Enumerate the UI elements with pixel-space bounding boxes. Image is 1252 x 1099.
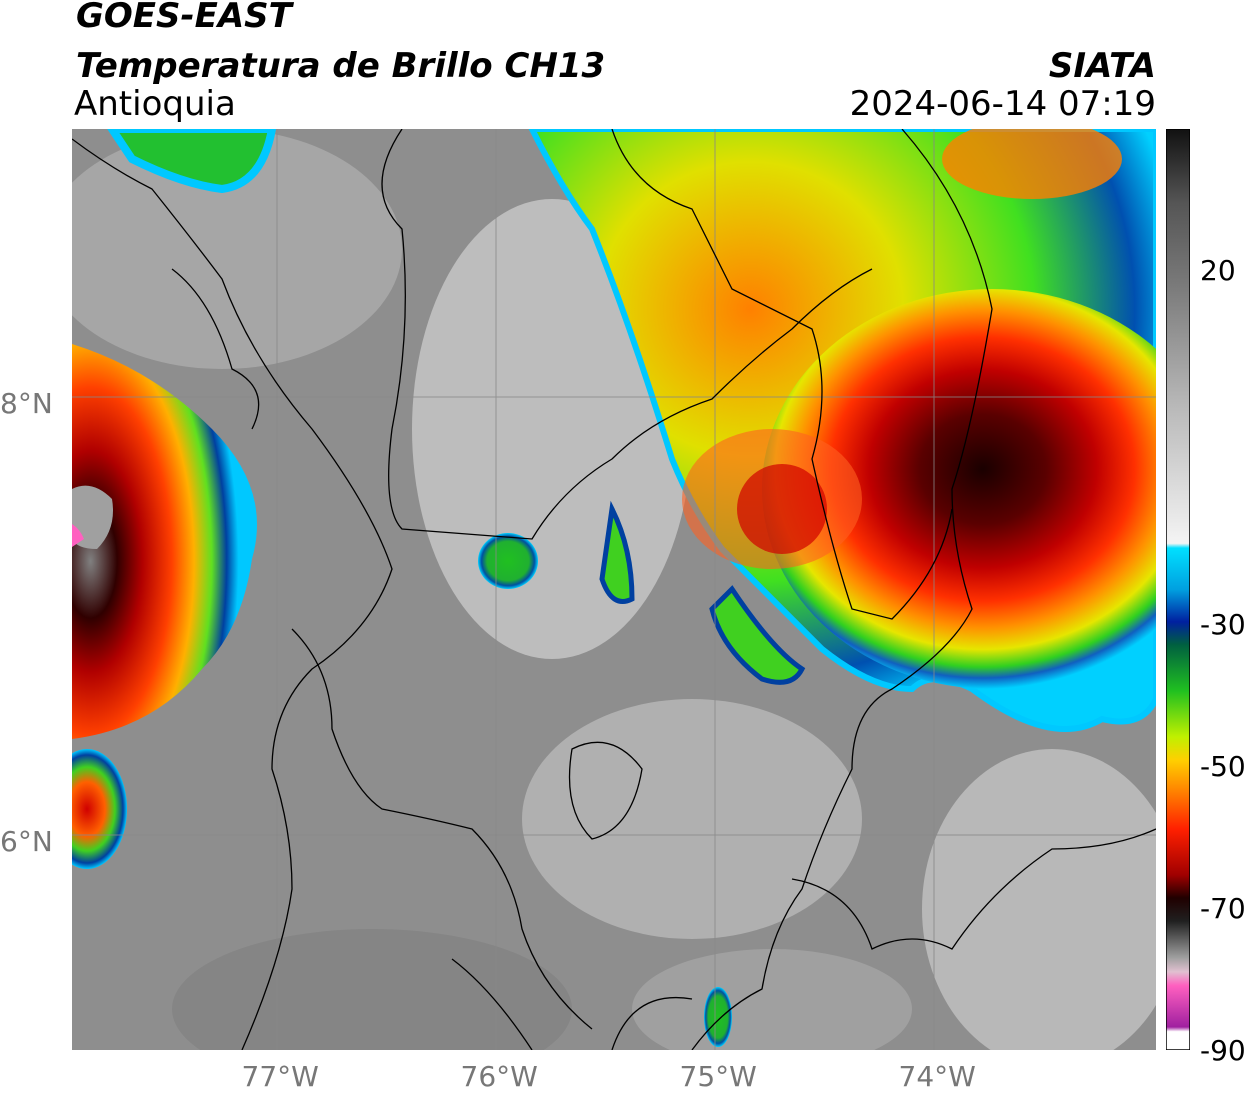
lon-tick-label: 75°W (679, 1060, 757, 1093)
colorbar-label: -90 (1200, 1033, 1246, 1067)
lon-tick-label: 74°W (898, 1060, 976, 1093)
lon-tick-label: 76°W (460, 1060, 538, 1093)
product-title: Temperatura de Brillo CH13 (76, 46, 606, 86)
colorbar-label: -30 (1200, 608, 1246, 642)
temperature-colorbar (1166, 129, 1190, 1050)
colorbar-label: -70 (1200, 891, 1246, 925)
agency-label: SIATA (1048, 46, 1156, 86)
brightness-temperature-map (72, 129, 1156, 1050)
timestamp-label: 2024-06-14 07:19 (849, 84, 1156, 124)
lat-tick-label: 8°N (0, 386, 53, 420)
colorbar-label: -50 (1200, 750, 1246, 784)
satellite-title: GOES-EAST (76, 0, 292, 36)
colorbar-label: 20 (1200, 254, 1236, 288)
lat-tick-label: 6°N (0, 825, 53, 859)
region-label: Antioquia (74, 84, 236, 124)
lon-tick-label: 77°W (241, 1060, 319, 1093)
